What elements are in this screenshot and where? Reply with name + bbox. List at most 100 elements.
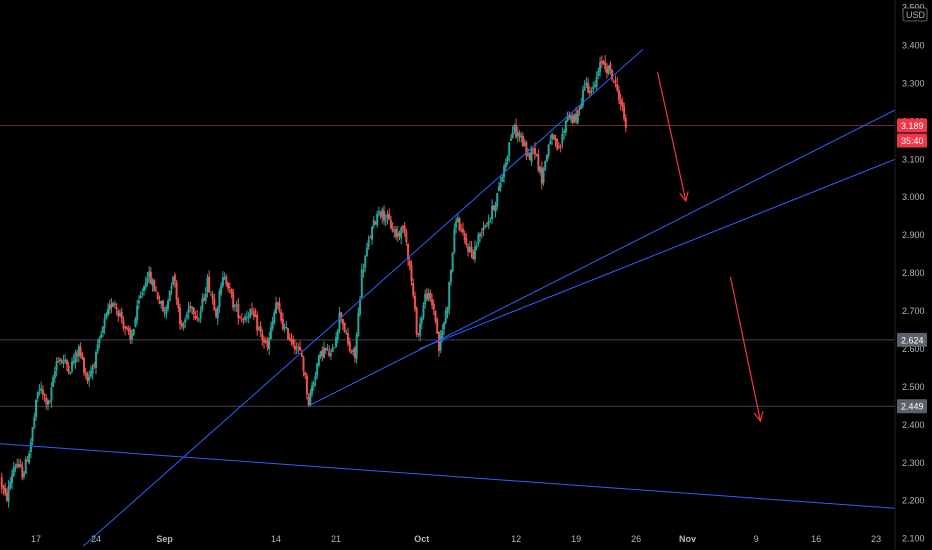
candle-body	[364, 256, 367, 268]
candle-body	[602, 61, 605, 64]
candle	[290, 333, 293, 346]
candle-body	[23, 473, 26, 477]
candle	[201, 293, 204, 313]
candle-body	[57, 360, 60, 362]
candle	[125, 325, 128, 331]
trendline-2[interactable]	[82, 48, 644, 547]
time-axis[interactable]: 17 24 Sep 14 21 Oct 12 19 26 Nov 9 16 23	[31, 534, 881, 544]
price-axis[interactable]: 3.5003.4003.3003.2003.1003.0002.9002.800…	[894, 0, 928, 550]
candle	[175, 279, 178, 305]
candle-body	[497, 186, 500, 192]
candle	[467, 243, 470, 257]
candle-body	[221, 277, 224, 286]
candle-body	[71, 361, 74, 371]
candle	[203, 293, 206, 303]
candle	[84, 367, 87, 380]
candle-body	[305, 375, 308, 395]
candle-body	[607, 65, 610, 74]
candle	[439, 329, 442, 354]
candle	[319, 351, 322, 360]
trendline-4[interactable]	[0, 443, 896, 509]
candle	[398, 230, 401, 241]
candle	[431, 293, 434, 310]
candle-body	[112, 302, 115, 307]
candle-body	[41, 389, 44, 395]
candle	[65, 358, 68, 372]
candle-body	[516, 132, 519, 137]
candle-body	[48, 400, 51, 402]
down-arrow-1[interactable]	[656, 71, 689, 203]
candle	[300, 349, 303, 358]
candle-body	[163, 312, 166, 314]
candle-body	[290, 338, 293, 342]
candle	[489, 217, 492, 223]
candle-body	[137, 300, 140, 304]
candle	[251, 302, 254, 315]
currency-box[interactable]	[902, 7, 928, 22]
candle-body	[575, 113, 578, 122]
candle-body	[35, 399, 38, 418]
candle	[401, 225, 404, 234]
candle-body	[616, 83, 619, 91]
trendline-1[interactable]	[308, 109, 896, 407]
candle	[551, 132, 554, 145]
candle-body	[251, 308, 254, 310]
candle-body	[549, 140, 552, 145]
candle	[76, 349, 79, 363]
candle-body	[340, 312, 343, 318]
candle	[403, 221, 406, 237]
candle	[485, 222, 488, 228]
candle	[463, 230, 466, 244]
candle-body	[161, 300, 164, 312]
candle-body	[597, 70, 600, 76]
candle-body	[247, 316, 250, 318]
candle-body	[192, 307, 195, 315]
candle-body	[475, 245, 478, 248]
candle	[247, 312, 250, 324]
candle-body	[494, 204, 497, 213]
candle	[527, 148, 530, 158]
candle	[347, 327, 350, 347]
candle	[45, 394, 48, 410]
down-arrow-2[interactable]	[729, 276, 764, 423]
candle-body	[412, 282, 415, 296]
trendlines[interactable]	[0, 48, 896, 547]
y-tick-label: 3.500	[902, 3, 925, 13]
candle	[564, 119, 567, 136]
candle	[98, 336, 101, 349]
candle-body	[400, 227, 403, 238]
candle	[297, 343, 300, 354]
candle	[345, 329, 348, 335]
candle-body	[405, 231, 408, 243]
candle-body	[77, 346, 80, 357]
candle	[307, 393, 310, 407]
candle-body	[2, 485, 5, 489]
x-tick-label: 24	[91, 534, 101, 544]
candle	[377, 206, 380, 217]
projection-arrows[interactable]	[656, 71, 764, 423]
candle	[437, 331, 440, 357]
x-tick-label: 26	[631, 534, 641, 544]
candle	[7, 480, 10, 508]
trendline-3[interactable]	[419, 158, 896, 350]
candle	[441, 324, 444, 342]
candle	[215, 307, 218, 319]
candle-body	[420, 317, 423, 324]
y-tick-label: 3.000	[902, 192, 925, 202]
candle-body	[470, 246, 473, 253]
candle-body	[422, 305, 425, 318]
candle-body	[151, 280, 154, 287]
candle	[576, 109, 579, 125]
candle-body	[443, 322, 446, 330]
candle	[494, 201, 497, 218]
candle	[436, 317, 439, 334]
candle-body	[101, 326, 104, 333]
y-tick-label: 2.200	[902, 496, 925, 506]
candle-body	[29, 441, 32, 453]
candle-body	[453, 228, 456, 253]
candle	[93, 361, 96, 370]
candle	[360, 263, 363, 300]
candle-body	[451, 252, 454, 272]
candle	[163, 306, 166, 318]
